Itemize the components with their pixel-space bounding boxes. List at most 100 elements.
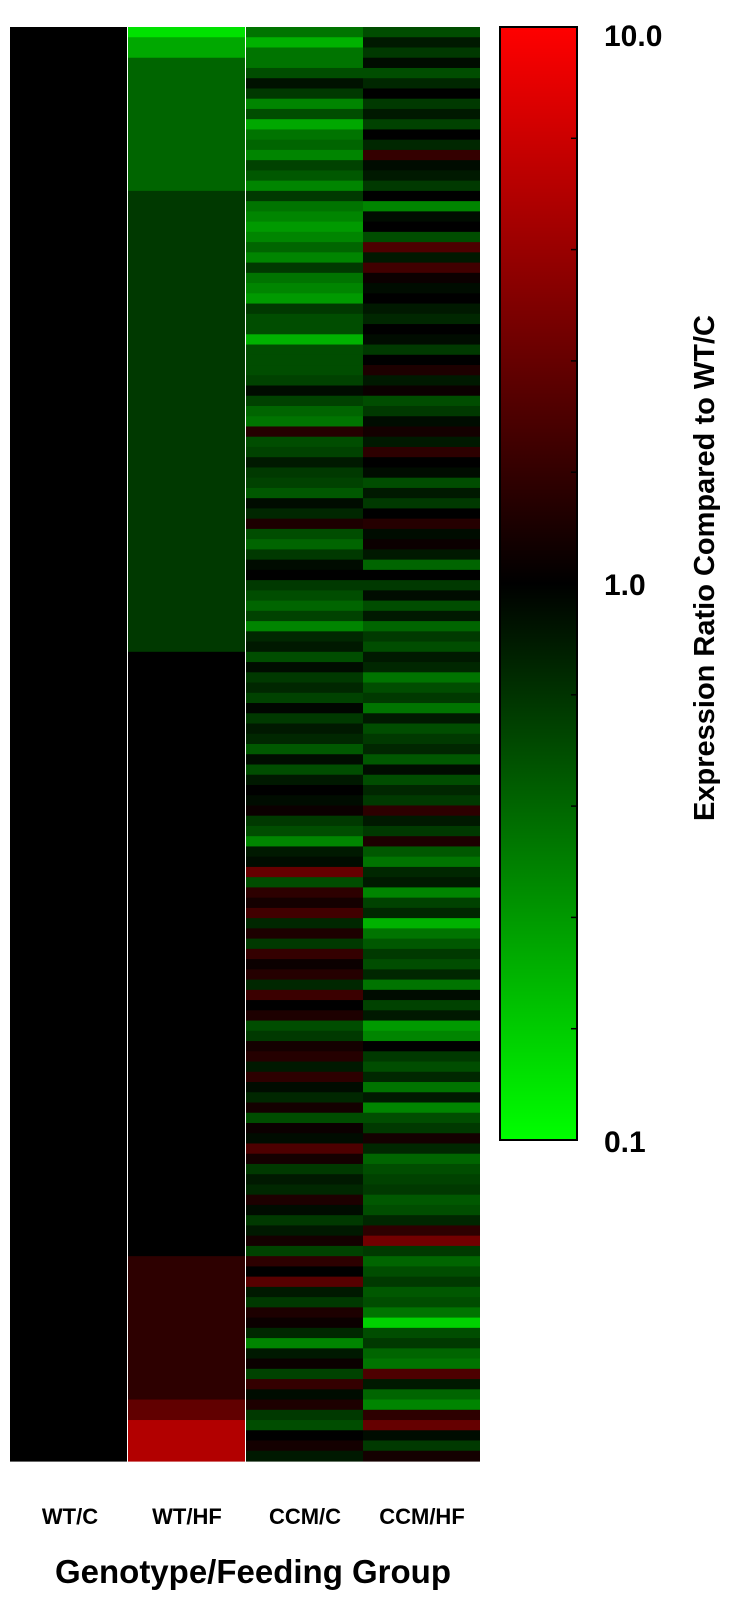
heatmap-cell-ccm-c-row-57 xyxy=(246,610,363,622)
heatmap-cell-ccm-c-row-55 xyxy=(246,590,363,602)
heatmap-cell-ccm-c-row-20 xyxy=(246,231,363,243)
heatmap-cell-ccm-c-row-65 xyxy=(246,692,363,704)
heatmap-cell-ccm-hf-row-93 xyxy=(363,979,480,991)
heatmap-cell-ccm-hf-row-122 xyxy=(363,1276,480,1288)
heatmap-cell-ccm-c-row-107 xyxy=(246,1122,363,1134)
heatmap-cell-ccm-hf-row-16 xyxy=(363,190,480,202)
heatmap-cell-ccm-hf-row-105 xyxy=(363,1102,480,1114)
heatmap-cell-ccm-hf-row-111 xyxy=(363,1163,480,1175)
heatmap-cell-ccm-hf-row-125 xyxy=(363,1307,480,1319)
heatmap-cell-ccm-c-row-139 xyxy=(246,1450,363,1462)
colorbar-label-min: 0.1 xyxy=(604,1126,646,1159)
heatmap-cell-ccm-hf-row-107 xyxy=(363,1122,480,1134)
heatmap-cell-ccm-c-row-77 xyxy=(246,815,363,827)
heatmap-cell-ccm-c-row-24 xyxy=(246,272,363,284)
heatmap-cell-ccm-c-row-113 xyxy=(246,1184,363,1196)
heatmap-cell-ccm-hf-row-89 xyxy=(363,938,480,950)
heatmap-cell-ccm-c-row-73 xyxy=(246,774,363,786)
heatmap-cell-ccm-c-row-4 xyxy=(246,67,363,79)
heatmap-cell-ccm-c-row-79 xyxy=(246,836,363,848)
heatmap-cell-ccm-hf-row-70 xyxy=(363,744,480,755)
heatmap-cell-ccm-hf-row-53 xyxy=(363,569,480,581)
heatmap-cell-ccm-hf-row-32 xyxy=(363,354,480,366)
heatmap-cell-ccm-c-row-32 xyxy=(246,354,363,366)
heatmap-cell-ccm-hf-row-88 xyxy=(363,928,480,940)
heatmap-cell-ccm-c-row-108 xyxy=(246,1133,363,1145)
heatmap-cell-ccm-c-row-31 xyxy=(246,344,363,356)
heatmap-cell-ccm-c-row-14 xyxy=(246,170,363,182)
heatmap-cell-ccm-hf-row-59 xyxy=(363,631,480,643)
heatmap-cell-ccm-hf-row-12 xyxy=(363,149,480,161)
heatmap-cell-ccm-c-row-21 xyxy=(246,242,363,253)
heatmap-cell-ccm-c-row-110 xyxy=(246,1153,363,1165)
heatmap-cell-wt-hf-block-1 xyxy=(128,37,245,59)
heatmap-cell-ccm-c-row-104 xyxy=(246,1092,363,1104)
heatmap-cell-ccm-hf-row-22 xyxy=(363,252,480,264)
heatmap-cell-ccm-hf-row-33 xyxy=(363,365,480,376)
heatmap-cell-ccm-c-row-96 xyxy=(246,1010,363,1022)
heatmap-cell-ccm-hf-row-104 xyxy=(363,1092,480,1104)
heatmap-cell-ccm-hf-row-101 xyxy=(363,1061,480,1073)
heatmap-cell-ccm-c-row-63 xyxy=(246,672,363,684)
colorbar-gradient xyxy=(499,26,578,1141)
heatmap-cell-ccm-c-row-125 xyxy=(246,1307,363,1319)
heatmap-cell-ccm-c-row-112 xyxy=(246,1174,363,1186)
heatmap-cell-ccm-hf-row-91 xyxy=(363,959,480,970)
heatmap-cell-wt-hf-block-6 xyxy=(128,1399,245,1421)
heatmap-cell-ccm-hf-row-37 xyxy=(363,405,480,417)
heatmap-cell-ccm-hf-row-136 xyxy=(363,1420,480,1431)
heatmap-cell-ccm-hf-row-72 xyxy=(363,764,480,776)
heatmap-cell-ccm-hf-row-113 xyxy=(363,1184,480,1196)
heatmap-cell-ccm-hf-row-52 xyxy=(363,559,480,571)
heatmap-cell-ccm-c-row-26 xyxy=(246,293,363,305)
heatmap-cell-ccm-c-row-111 xyxy=(246,1163,363,1175)
column-labels: WT/C WT/HF CCM/C CCM/HF xyxy=(42,1504,465,1529)
heatmap-cell-ccm-c-row-71 xyxy=(246,754,363,766)
heatmap-cell-ccm-hf-row-117 xyxy=(363,1225,480,1237)
heatmap-cell-ccm-hf-row-108 xyxy=(363,1133,480,1145)
heatmap-cell-ccm-c-row-46 xyxy=(246,498,363,510)
heatmap-cell-ccm-c-row-126 xyxy=(246,1317,363,1329)
heatmap-cell-ccm-hf-row-5 xyxy=(363,78,480,90)
heatmap-cells xyxy=(10,27,480,1462)
heatmap-cell-ccm-hf-row-68 xyxy=(363,723,480,735)
heatmap-cell-ccm-hf-row-79 xyxy=(363,836,480,848)
heatmap-cell-ccm-c-row-47 xyxy=(246,508,363,520)
heatmap-cell-ccm-hf-row-51 xyxy=(363,549,480,561)
heatmap-cell-ccm-c-row-11 xyxy=(246,139,363,151)
heatmap-cell-ccm-c-row-101 xyxy=(246,1061,363,1073)
heatmap-cell-ccm-hf-row-55 xyxy=(363,590,480,602)
heatmap-cell-wt-hf-block-3 xyxy=(128,190,245,653)
heatmap-cell-ccm-c-row-8 xyxy=(246,108,363,120)
heatmap-cell-ccm-c-row-54 xyxy=(246,580,363,591)
heatmap-cell-ccm-hf-row-54 xyxy=(363,580,480,591)
heatmap-cell-ccm-hf-row-65 xyxy=(363,692,480,704)
heatmap-cell-ccm-hf-row-29 xyxy=(363,324,480,335)
heatmap-cell-ccm-hf-row-115 xyxy=(363,1204,480,1216)
heatmap-cell-ccm-hf-row-19 xyxy=(363,221,480,233)
heatmap-cell-ccm-c-row-12 xyxy=(246,149,363,161)
heatmap-cell-ccm-hf-row-71 xyxy=(363,754,480,766)
heatmap-cell-ccm-hf-row-86 xyxy=(363,907,480,919)
heatmap-cell-ccm-c-row-36 xyxy=(246,395,363,407)
heatmap-cell-ccm-c-row-40 xyxy=(246,436,363,448)
heatmap-cell-ccm-hf-row-20 xyxy=(363,231,480,243)
heatmap-cell-ccm-hf-row-47 xyxy=(363,508,480,520)
heatmap-cell-ccm-hf-row-18 xyxy=(363,211,480,223)
heatmap-cell-ccm-c-row-90 xyxy=(246,948,363,960)
heatmap-cell-ccm-c-row-42 xyxy=(246,457,363,469)
heatmap-cell-ccm-c-row-92 xyxy=(246,969,363,981)
heatmap-cell-ccm-hf-row-40 xyxy=(363,436,480,448)
heatmap-cell-ccm-hf-row-9 xyxy=(363,119,480,131)
heatmap-cell-ccm-c-row-50 xyxy=(246,539,363,550)
heatmap-cell-ccm-hf-row-36 xyxy=(363,395,480,407)
heatmap-cell-ccm-hf-row-56 xyxy=(363,600,480,612)
heatmap-cell-ccm-hf-row-1 xyxy=(363,37,480,49)
heatmap-cell-ccm-hf-row-120 xyxy=(363,1256,480,1267)
heatmap-cell-ccm-hf-row-11 xyxy=(363,139,480,151)
colorbar-ticks xyxy=(571,26,577,1141)
heatmap-cell-ccm-c-row-0 xyxy=(246,27,363,38)
heatmap-cell-ccm-hf-row-124 xyxy=(363,1297,480,1308)
heatmap-cell-ccm-hf-row-6 xyxy=(363,88,480,100)
